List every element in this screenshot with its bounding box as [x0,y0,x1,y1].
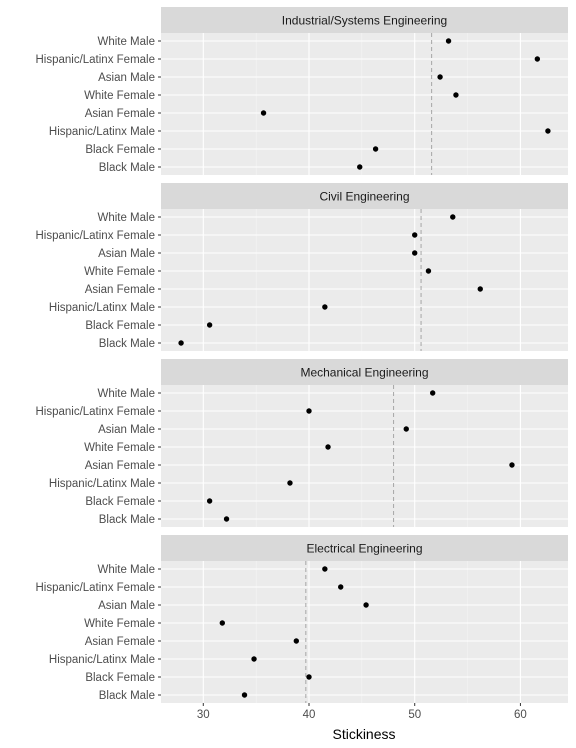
y-tick-label: White Female [84,266,155,278]
y-tick-label: White Female [84,442,155,454]
y-tick-label: Hispanic/Latinx Male [49,302,155,314]
panel: Civil Engineering White Male Hispanic/Lati… [35,183,568,351]
x-tick-label: 50 [408,709,421,721]
panels: Industrial/Systems Engineering White Male… [35,7,568,703]
y-tick-label: Black Male [99,338,155,350]
y-tick-label: Black Male [99,514,155,526]
panel: Industrial/Systems Engineering White Male… [35,7,568,175]
y-tick-label: Asian Male [98,72,155,84]
y-tick-label: Black Male [99,162,155,174]
data-point [509,462,515,468]
x-axis-label: Stickiness [332,726,395,742]
data-point [206,498,213,504]
panel-title: Industrial/Systems Engineering [282,14,447,28]
y-tick-label: Asian Male [98,424,155,436]
data-point [534,56,541,62]
data-point [223,516,230,522]
data-point [477,286,483,292]
data-point [445,38,452,44]
data-point [412,232,418,238]
panel-background [161,561,568,703]
data-point [306,408,312,414]
panel-background [161,33,568,175]
y-tick-label: Hispanic/Latinx Male [49,126,155,138]
y-tick-label: Asian Male [98,248,155,260]
y-tick-label: Asian Female [85,284,155,296]
y-tick-label: White Male [97,388,155,400]
y-tick-label: Asian Male [98,600,155,612]
data-point [403,426,409,432]
panel: Mechanical Engineering White Male Hispanic… [35,359,568,527]
panel-background [161,209,568,351]
panel-strip [161,359,568,385]
y-tick-label: Hispanic/Latinx Female [35,230,155,242]
data-point [322,566,328,572]
data-point [453,92,459,98]
y-tick-label: Hispanic/Latinx Female [35,54,155,66]
y-tick-label: White Male [97,212,155,224]
x-tick-label: 40 [303,709,316,721]
panel: Electrical Engineering White Male Hispanic… [35,535,568,703]
data-point [293,638,300,644]
panel-title: Electrical Engineering [306,542,422,556]
y-tick-label: Black Female [85,144,155,156]
data-point [425,268,432,274]
x-tick-label: 60 [514,709,527,721]
data-point [206,322,213,328]
y-tick-label: Black Male [99,690,155,702]
data-point [260,110,267,116]
y-tick-label: White Male [97,36,155,48]
y-tick-label: Asian Female [85,636,155,648]
y-tick-label: Asian Female [85,108,155,120]
panel-title: Civil Engineering [319,190,409,204]
data-point [372,146,379,152]
y-tick-label: White Male [97,564,155,576]
y-tick-label: Hispanic/Latinx Female [35,582,155,594]
data-point [545,128,551,134]
y-tick-label: Hispanic/Latinx Female [35,406,155,418]
data-point [437,74,443,80]
data-point [178,340,184,346]
data-point [363,602,369,608]
data-point [322,304,328,310]
data-point [429,390,436,396]
panel-title: Mechanical Engineering [300,366,428,380]
y-tick-label: White Female [84,90,155,102]
data-point [450,214,456,220]
y-tick-label: Black Female [85,320,155,332]
data-point [287,480,293,486]
y-tick-label: Hispanic/Latinx Male [49,654,155,666]
data-point [251,656,257,662]
data-point [241,692,248,698]
panel-strip [161,7,568,33]
data-point [357,164,363,170]
x-axis: 30 40 50 60 [197,703,527,721]
y-tick-label: Black Female [85,496,155,508]
panel-strip [161,535,568,561]
y-tick-label: White Female [84,618,155,630]
panel-strip [161,183,568,209]
data-point [412,250,418,256]
data-point [338,584,344,590]
x-tick-label: 30 [197,709,210,721]
data-point [219,620,226,626]
y-tick-label: Asian Female [85,460,155,472]
y-tick-label: Hispanic/Latinx Male [49,478,155,490]
data-point [306,674,312,680]
y-tick-label: Black Female [85,672,155,684]
panel-background [161,385,568,527]
data-point [325,444,331,450]
